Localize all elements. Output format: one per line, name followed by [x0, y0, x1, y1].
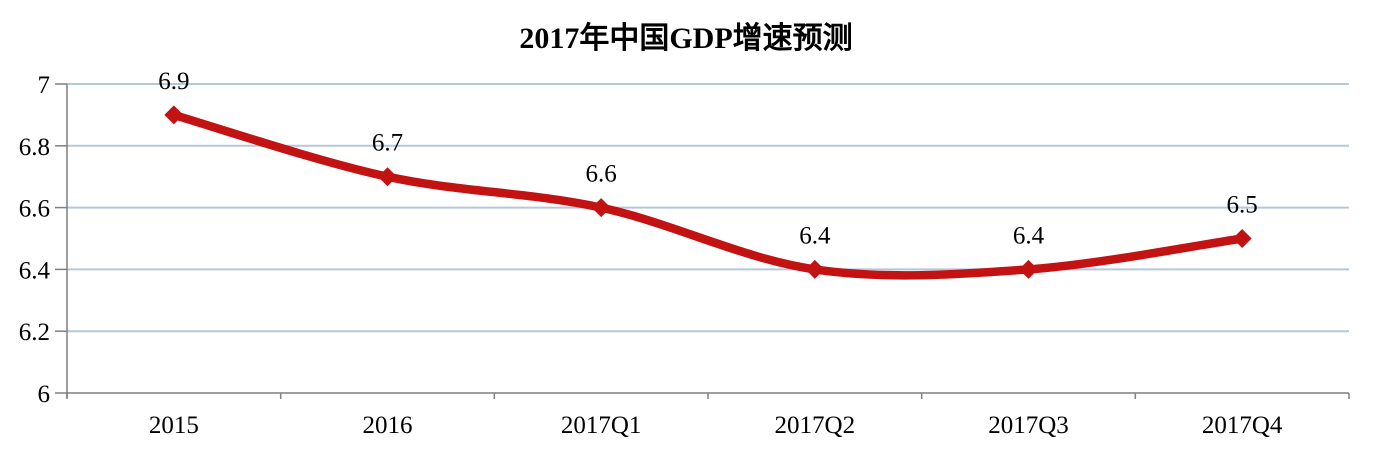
chart-title: 2017年中国GDP增速预测: [519, 22, 852, 55]
data-label: 6.4: [1013, 222, 1045, 249]
gridlines-layer: [67, 83, 1349, 333]
y-tick-label: 6.2: [19, 319, 50, 346]
y-tick-label: 6.8: [19, 134, 50, 161]
x-tick-label: 2017Q1: [561, 412, 642, 439]
data-point-marker: [164, 105, 184, 125]
gdp-growth-line: [169, 110, 1247, 280]
labels-layer: 6 6.2 6.4 6.6 6.8 7 2015 2016 2017Q1 2017Q2 2017Q3…: [19, 68, 1283, 439]
axes-layer: [55, 83, 1350, 399]
y-tick-label: 6: [38, 381, 51, 408]
data-label: 6.7: [372, 130, 403, 157]
x-tick-label: 2017Q3: [988, 412, 1069, 439]
y-tick-label: 7: [38, 72, 51, 99]
data-label: 6.9: [158, 68, 189, 95]
data-point-marker: [805, 259, 825, 279]
data-label: 6.4: [799, 222, 831, 249]
data-point-marker: [1232, 229, 1252, 248]
x-tick-label: 2016: [363, 412, 413, 439]
data-point-marker: [378, 167, 397, 187]
data-point-marker: [1019, 259, 1038, 279]
x-tick-label: 2015: [149, 412, 199, 439]
x-tick-label: 2017Q2: [775, 412, 856, 439]
data-point-marker: [591, 198, 611, 218]
data-label: 6.6: [586, 161, 617, 188]
series-layer: [164, 105, 1252, 280]
x-tick-label: 2017Q4: [1202, 412, 1283, 439]
y-tick-label: 6.6: [19, 196, 50, 223]
data-label: 6.5: [1227, 192, 1258, 219]
y-tick-label: 6.4: [19, 257, 51, 284]
